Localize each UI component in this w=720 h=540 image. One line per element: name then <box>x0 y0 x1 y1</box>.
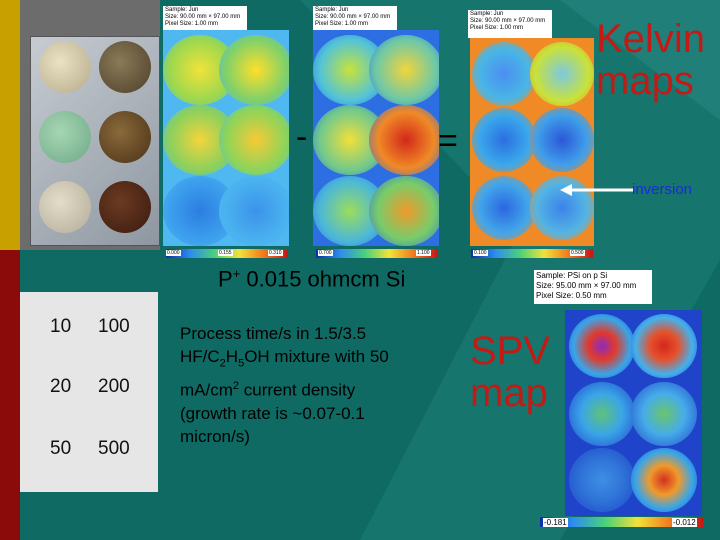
table-cell: 20 <box>50 376 72 397</box>
process-table: 10 100 20 200 50 500 <box>20 292 158 492</box>
scale-tick: 0.500 <box>570 250 585 256</box>
scale-tick: 0.310 <box>268 250 283 256</box>
map3-header: Sample: Jun Size: 90.00 mm × 97.00 mm Pixe… <box>468 10 552 38</box>
scale-tick: 0.100 <box>473 250 488 256</box>
kelvin-maps-title: Kelvin maps <box>596 17 705 103</box>
scale-tick: 1.100 <box>416 250 431 256</box>
map1-header: Sample: Jun Size: 90.00 mm × 97.00 mm Pixe… <box>163 6 247 30</box>
spv-map-title: SPV map <box>470 329 551 415</box>
table-cell: 100 <box>98 316 130 337</box>
scale-tick: -0.181 <box>543 518 568 527</box>
map2-color-scale <box>316 249 438 258</box>
scale-tick: 0.700 <box>318 250 333 256</box>
spv-color-scale <box>540 517 703 527</box>
kelvin-map-3 <box>470 38 594 246</box>
inversion-arrow-icon <box>560 184 634 196</box>
process-description: Process time/s in 1.5/3.5 HF/C2H5OH mixt… <box>180 324 389 447</box>
equals-operator: = <box>438 122 458 160</box>
table-cell: 200 <box>98 376 130 397</box>
table-cell: 500 <box>98 438 130 459</box>
sample-photo <box>30 36 160 246</box>
map3-color-scale <box>471 249 593 258</box>
sample-disk <box>99 41 151 93</box>
sample-disk <box>99 181 151 233</box>
decorative-red-bar <box>0 250 20 540</box>
sample-disk <box>99 111 151 163</box>
table-cell: 50 <box>50 438 72 459</box>
kelvin-map-1 <box>163 30 289 246</box>
minus-operator: - <box>296 118 308 156</box>
kelvin-map-2 <box>313 30 439 246</box>
decorative-gold-bar <box>0 0 20 250</box>
sample-disk <box>39 181 91 233</box>
sample-disk <box>39 41 91 93</box>
spv-header: Sample: PSi on p Si Size: 95.00 mm × 97.0… <box>534 270 652 304</box>
table-cell: 10 <box>50 316 72 337</box>
spv-map <box>565 310 702 516</box>
inversion-label: inversion <box>632 181 693 198</box>
sample-subtitle: P+ 0.015 ohmcm Si <box>218 266 406 292</box>
scale-tick: 0.000 <box>166 250 181 256</box>
sample-disk <box>39 111 91 163</box>
scale-tick: -0.012 <box>672 518 697 527</box>
scale-tick: 0.155 <box>218 250 233 256</box>
map2-header: Sample: Jun Size: 90.00 mm × 97.00 mm Pixe… <box>313 6 397 30</box>
